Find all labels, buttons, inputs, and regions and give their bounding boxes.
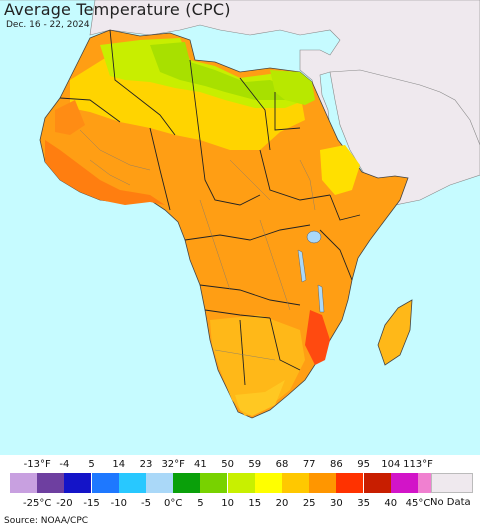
fahrenheit-tick-label: 41 bbox=[194, 459, 207, 470]
fahrenheit-tick-label: 113°F bbox=[403, 459, 433, 470]
country-borders bbox=[59, 29, 361, 386]
legend-swatch bbox=[227, 473, 255, 493]
celsius-tick-label: 30 bbox=[330, 498, 343, 509]
fahrenheit-tick-label: 77 bbox=[302, 459, 316, 470]
celsius-tick-label: 40 bbox=[384, 498, 398, 509]
southern-africa-region bbox=[210, 315, 305, 416]
south-africa-cape bbox=[235, 380, 285, 416]
fahrenheit-tick-label: 104 bbox=[381, 459, 401, 470]
fahrenheit-tick-label: 68 bbox=[275, 459, 289, 470]
fahrenheit-tick-label: -4 bbox=[59, 459, 70, 470]
celsius-tick-label: 5 bbox=[197, 498, 204, 509]
legend-swatch bbox=[91, 473, 119, 493]
celsius-tick-label: -5 bbox=[141, 498, 151, 509]
map-title: Average Temperature (CPC) bbox=[4, 0, 231, 19]
madagascar bbox=[377, 299, 413, 366]
legend-swatch bbox=[173, 473, 201, 493]
legend-swatch bbox=[118, 473, 146, 493]
internal-borders bbox=[79, 129, 316, 361]
legend-swatch bbox=[363, 473, 391, 493]
lake-tanganyika bbox=[297, 249, 307, 283]
legend-swatch bbox=[64, 473, 92, 493]
northwest-coast-orange bbox=[55, 100, 85, 135]
legend-swatch bbox=[37, 473, 65, 493]
celsius-tick-label: 15 bbox=[248, 498, 262, 509]
celsius-tick-label: -25°C bbox=[23, 498, 52, 509]
legend-swatch bbox=[336, 473, 364, 493]
source-credit: Source: NOAA/CPC bbox=[4, 516, 89, 526]
no-data-swatch bbox=[431, 473, 473, 493]
legend-swatch bbox=[309, 473, 337, 493]
celsius-tick-label: 0°C bbox=[164, 498, 183, 509]
fahrenheit-tick-label: 32°F bbox=[161, 459, 185, 470]
lake-victoria bbox=[306, 230, 322, 244]
celsius-tick-label: 45°C bbox=[405, 498, 431, 509]
date-range: Dec. 16 - 22, 2024 bbox=[6, 20, 90, 30]
fahrenheit-tick-label: 86 bbox=[330, 459, 343, 470]
west-africa-coast bbox=[45, 140, 165, 205]
fahrenheit-tick-label: -13°F bbox=[23, 459, 51, 470]
fahrenheit-tick-label: 23 bbox=[139, 459, 153, 470]
legend-swatch bbox=[146, 473, 173, 493]
celsius-tick-label: 10 bbox=[221, 498, 234, 509]
fahrenheit-tick-label: 14 bbox=[112, 459, 126, 470]
celsius-tick-label: 20 bbox=[275, 498, 289, 509]
celsius-tick-label: -20 bbox=[56, 498, 73, 509]
celsius-tick-label: 35 bbox=[357, 498, 370, 509]
north-africa-lime-zone bbox=[150, 42, 290, 100]
legend-swatch bbox=[390, 473, 418, 493]
fahrenheit-tick-label: 5 bbox=[88, 459, 95, 470]
legend-swatch bbox=[254, 473, 282, 493]
no-data-label: No Data bbox=[430, 497, 471, 508]
mozambique-hot-zone bbox=[305, 310, 330, 365]
fahrenheit-tick-label: 95 bbox=[357, 459, 370, 470]
ethiopia-highlands bbox=[320, 145, 360, 195]
celsius-tick-label: -10 bbox=[110, 498, 127, 509]
legend-swatch bbox=[10, 473, 37, 493]
legend-swatch bbox=[282, 473, 309, 493]
lake-malawi bbox=[317, 284, 325, 313]
legend-swatch bbox=[200, 473, 228, 493]
africa-map-svg bbox=[0, 0, 480, 419]
fahrenheit-tick-label: 50 bbox=[221, 459, 234, 470]
celsius-tick-label: 25 bbox=[302, 498, 316, 509]
egypt-region bbox=[270, 70, 315, 105]
arabian-peninsula bbox=[329, 69, 480, 206]
fahrenheit-tick-label: 59 bbox=[248, 459, 262, 470]
temperature-map: Average Temperature (CPC) Dec. 16 - 22, … bbox=[0, 0, 480, 455]
celsius-tick-label: -15 bbox=[83, 498, 100, 509]
